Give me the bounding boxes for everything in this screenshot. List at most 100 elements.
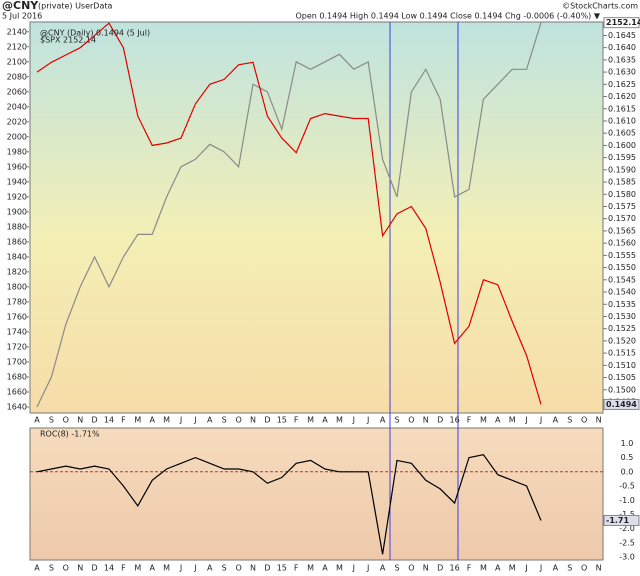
- x-tick-label: N: [596, 416, 602, 425]
- x-tick-label: A: [34, 416, 40, 425]
- x-tick-label: J: [366, 416, 369, 425]
- x-tick-label: A: [380, 564, 386, 573]
- y2-tick-label: 0.1580: [608, 190, 636, 199]
- x-tick-label: S: [49, 564, 54, 573]
- x-tick-label: N: [77, 564, 83, 573]
- x-tick-label: D: [92, 416, 98, 425]
- x-tick-label: O: [63, 416, 69, 425]
- y2-tick-label: 0.1560: [608, 239, 636, 248]
- x-tick-label: M: [509, 416, 516, 425]
- x-tick-label: J: [193, 416, 196, 425]
- y2-tick-label: 0.1635: [608, 55, 636, 64]
- x-tick-label: O: [63, 564, 69, 573]
- x-tick-label: A: [380, 416, 386, 425]
- y-tick-label: 1760: [7, 312, 27, 321]
- y-tick-label: 2040: [7, 102, 27, 111]
- series-line: [36, 22, 542, 405]
- y2-tick-label: 0.1535: [608, 300, 636, 309]
- y2-tick-label: 0.1505: [608, 373, 636, 382]
- x-tick-label: A: [207, 564, 213, 573]
- legend-entry: ROC(8) -1.71%: [40, 430, 100, 439]
- main-panel: [29, 21, 604, 414]
- x-tick-label: A: [553, 564, 559, 573]
- x-tick-label: M: [163, 564, 170, 573]
- x-tick-label: M: [307, 416, 314, 425]
- x-tick-label: 15: [277, 564, 287, 573]
- x-tick-label: J: [352, 564, 355, 573]
- y-tick-label: -0.5: [619, 482, 635, 491]
- x-tick-label: M: [336, 564, 343, 573]
- x-tick-label: F: [467, 416, 472, 425]
- y-tick-label: 1980: [7, 147, 27, 156]
- y-tick-label: 2100: [7, 57, 27, 66]
- y2-tick-label: 0.1550: [608, 263, 636, 272]
- y-tick-label: 2060: [7, 87, 27, 96]
- x-tick-label: 16: [450, 564, 460, 573]
- series-line: [36, 454, 542, 555]
- y2-tick-label: 0.1540: [608, 288, 636, 297]
- y2-tick-label: 0.1620: [608, 92, 636, 101]
- x-tick-label: S: [567, 416, 572, 425]
- x-tick-label: A: [322, 416, 328, 425]
- x-tick-label: M: [134, 416, 141, 425]
- x-tick-label: N: [250, 564, 256, 573]
- x-tick-label: 14: [104, 416, 114, 425]
- y-tick-label: 1900: [7, 207, 27, 216]
- y2-tick-label: 0.1625: [608, 80, 636, 89]
- credit: ©StockCharts.com: [562, 2, 638, 11]
- x-tick-label: 16: [450, 416, 460, 425]
- date: 5 Jul 2016: [2, 12, 42, 21]
- x-tick-label: O: [235, 416, 241, 425]
- x-tick-label: N: [596, 564, 602, 573]
- x-tick-label: N: [423, 416, 429, 425]
- x-tick-label: O: [581, 416, 587, 425]
- x-tick-label: M: [480, 416, 487, 425]
- y-tick-label: 2000: [7, 132, 27, 141]
- x-tick-label: J: [179, 416, 182, 425]
- y2-tick-label: 0.1515: [608, 349, 636, 358]
- y-tick-label: 1940: [7, 177, 27, 186]
- title: @CNY: [2, 0, 39, 12]
- x-tick-label: D: [264, 564, 270, 573]
- y-tick-label: -2.5: [619, 538, 635, 547]
- x-tick-label: A: [149, 416, 155, 425]
- y-tick-label: 0.5: [621, 453, 634, 462]
- y-tick-label: 1880: [7, 222, 27, 231]
- y-tick-label: 1840: [7, 252, 27, 261]
- x-tick-label: S: [222, 416, 227, 425]
- y-tick-label: 1960: [7, 162, 27, 171]
- x-tick-label: N: [250, 416, 256, 425]
- x-tick-label: M: [480, 564, 487, 573]
- y2-tick-label: 0.1570: [608, 214, 636, 223]
- x-tick-label: N: [77, 416, 83, 425]
- x-tick-label: D: [264, 416, 270, 425]
- x-tick-label: F: [294, 564, 299, 573]
- x-tick-label: D: [437, 416, 443, 425]
- value-box: [603, 17, 640, 29]
- x-tick-label: J: [193, 564, 196, 573]
- x-tick-label: M: [336, 416, 343, 425]
- x-tick-label: J: [179, 564, 182, 573]
- series-line: [36, 22, 542, 408]
- x-tick-label: A: [34, 564, 40, 573]
- y-tick-label: -3.0: [619, 553, 635, 562]
- y-tick-label: 1860: [7, 237, 27, 246]
- y-tick-label: 2080: [7, 72, 27, 81]
- y-tick-label: -1.0: [619, 496, 635, 505]
- x-tick-label: F: [121, 416, 126, 425]
- y-tick-label: 2120: [7, 42, 27, 51]
- x-tick-label: J: [539, 564, 542, 573]
- x-tick-label: S: [222, 564, 227, 573]
- y2-tick-label: 0.1615: [608, 104, 636, 113]
- value-label: 0.1494: [606, 400, 637, 409]
- y-tick-label: 1660: [7, 387, 27, 396]
- x-tick-label: D: [437, 564, 443, 573]
- y-tick-label: 1740: [7, 327, 27, 336]
- subtitle: (private) UserData: [38, 2, 113, 11]
- y2-tick-label: 0.1585: [608, 178, 636, 187]
- value-label: 2152.14: [606, 18, 640, 27]
- x-tick-label: A: [207, 416, 213, 425]
- y2-tick-label: 0.1590: [608, 165, 636, 174]
- x-tick-label: J: [524, 564, 527, 573]
